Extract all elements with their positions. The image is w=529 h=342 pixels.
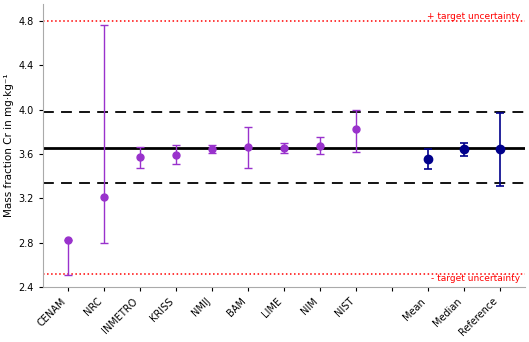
Text: - target uncertainty: - target uncertainty [431,274,520,283]
Y-axis label: Mass fraction Cr in mg·kg⁻¹: Mass fraction Cr in mg·kg⁻¹ [4,74,14,218]
Text: + target uncertainty: + target uncertainty [426,12,520,21]
